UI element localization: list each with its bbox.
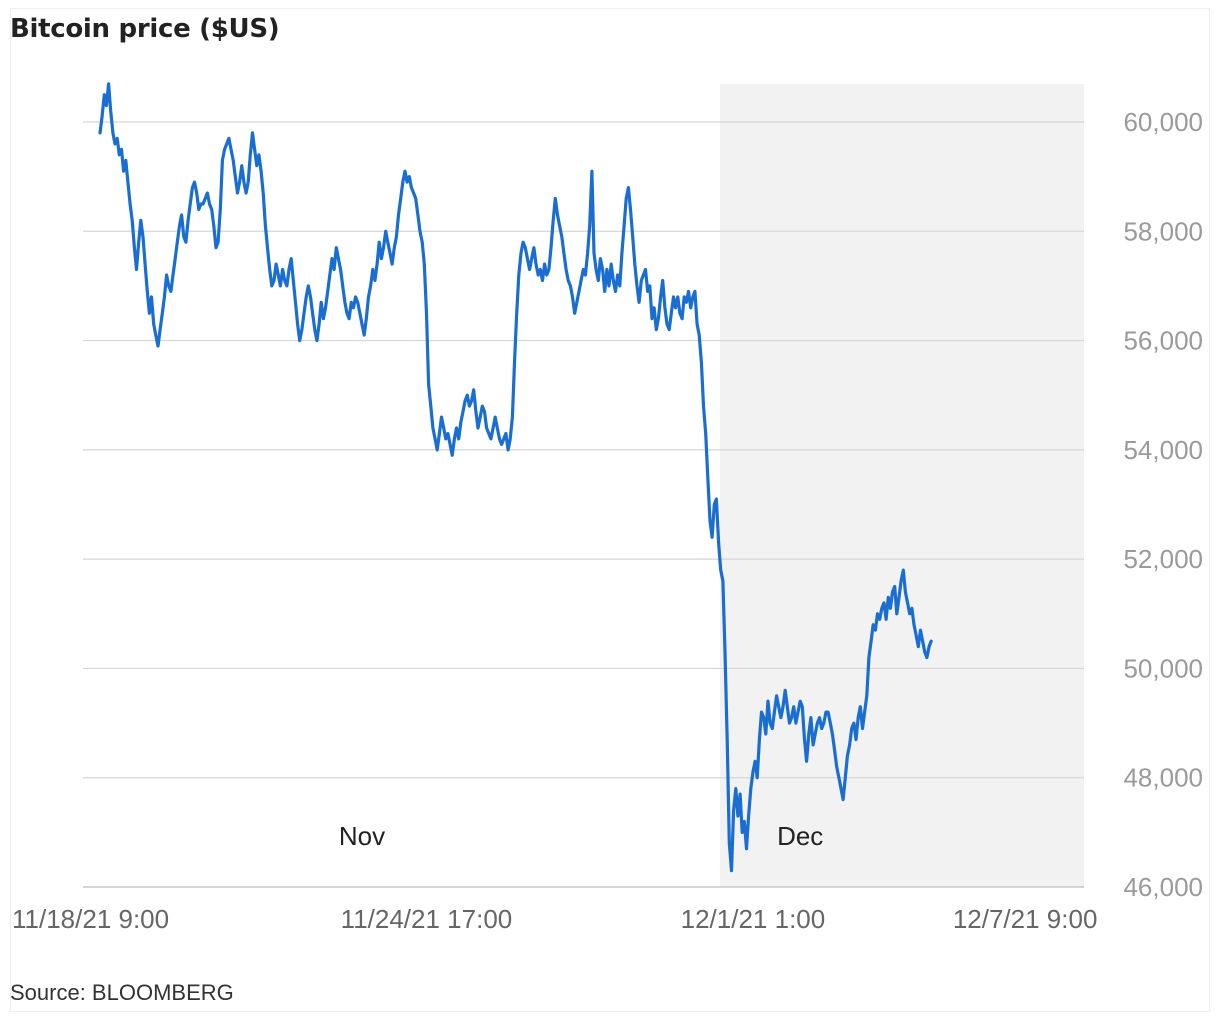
x-axis: 11/18/21 9:00 11/24/21 17:00 12/1/21 1:00 1… <box>12 904 1097 934</box>
shaded-period-rect <box>719 84 1084 887</box>
y-tick-label: 60,000 <box>1123 107 1203 137</box>
y-tick-label: 56,000 <box>1123 326 1203 356</box>
y-tick-label: 54,000 <box>1123 435 1203 465</box>
chart-frame <box>10 8 1210 1012</box>
price-line <box>98 82 933 873</box>
y-tick-label: 46,000 <box>1123 872 1203 902</box>
y-tick-label: 50,000 <box>1123 653 1203 683</box>
x-tick-label: 12/1/21 1:00 <box>681 904 826 934</box>
x-tick-label: 12/7/21 9:00 <box>953 904 1098 934</box>
x-tick-label: 11/18/21 9:00 <box>12 904 169 934</box>
chart-title: Bitcoin price ($US) <box>10 14 280 44</box>
chart-source: Source: BLOOMBERG <box>10 980 234 1005</box>
y-axis: 46,000 48,000 50,000 52,000 54,000 56,000 58,0… <box>1123 107 1203 902</box>
y-tick-label: 58,000 <box>1123 216 1203 246</box>
period-labels: Nov Dec <box>339 821 823 851</box>
gridlines <box>83 121 1084 888</box>
shaded-period <box>719 84 1084 887</box>
period-label: Nov <box>339 821 385 851</box>
y-tick-label: 48,000 <box>1123 763 1203 793</box>
price-series <box>98 82 933 873</box>
x-tick-label: 11/24/21 17:00 <box>341 904 513 934</box>
period-label: Dec <box>777 821 823 851</box>
y-tick-label: 52,000 <box>1123 544 1203 574</box>
